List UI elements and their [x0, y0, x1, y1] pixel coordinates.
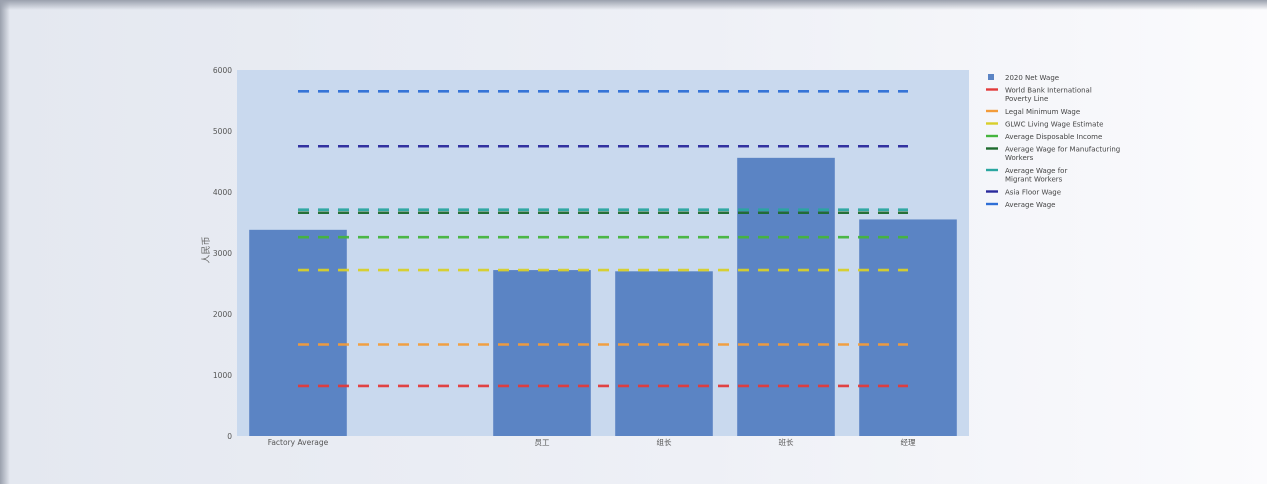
legend-label-6-line0: Average Wage for	[1005, 167, 1067, 175]
x-tick-label-0: Factory Average	[268, 438, 329, 447]
bar-5	[859, 219, 957, 436]
legend-label-2: Legal Minimum Wage	[1005, 108, 1080, 116]
y-axis-label: 人民币	[201, 236, 212, 263]
legend-label-1-line0: World Bank International	[1005, 87, 1092, 95]
legend: 2020 Net Wage World Bank InternationalPov…	[986, 74, 1120, 209]
legend-label-3: GLWC Living Wage Estimate	[1005, 121, 1103, 129]
bar-3	[615, 271, 713, 436]
legend-label-8: Average Wage	[1005, 201, 1055, 209]
legend-label-5-line1: Workers	[1005, 154, 1034, 162]
plot-background	[237, 70, 969, 436]
x-tick-label-3: 组长	[657, 437, 672, 447]
bar-4	[737, 157, 835, 436]
y-tick-label-2: 2000	[213, 310, 232, 319]
y-tick-label-6: 6000	[213, 66, 232, 75]
left-edge-shadow	[0, 0, 10, 484]
y-axis: 0 1000 2000 3000 4000 5000 6000	[213, 66, 232, 441]
x-tick-label-2: 员工	[535, 438, 550, 447]
x-tick-label-4: 班长	[779, 437, 794, 447]
legend-label-1-line1: Poverty Line	[1005, 95, 1048, 103]
y-tick-label-1: 1000	[213, 371, 232, 380]
y-tick-label-5: 5000	[213, 127, 232, 136]
bar-0	[249, 229, 347, 436]
legend-label-4: Average Disposable Income	[1005, 133, 1102, 141]
legend-label-7: Asia Floor Wage	[1005, 189, 1061, 197]
bar-2	[493, 270, 591, 436]
x-tick-label-5: 经理	[901, 437, 916, 447]
bar-series	[249, 157, 957, 436]
legend-label-0: 2020 Net Wage	[1005, 74, 1059, 82]
reference-lines-front	[298, 90, 908, 388]
y-tick-label-0: 0	[227, 432, 232, 441]
legend-swatch-0	[988, 74, 994, 80]
y-tick-label-4: 4000	[213, 188, 232, 197]
legend-label-6-line1: Migrant Workers	[1005, 176, 1063, 184]
x-axis: Factory Average 员工 组长 班长 经理	[268, 437, 916, 447]
legend-label-5-line0: Average Wage for Manufacturing	[1005, 146, 1120, 154]
top-edge-shadow	[0, 0, 1267, 10]
y-tick-label-3: 3000	[213, 249, 232, 258]
